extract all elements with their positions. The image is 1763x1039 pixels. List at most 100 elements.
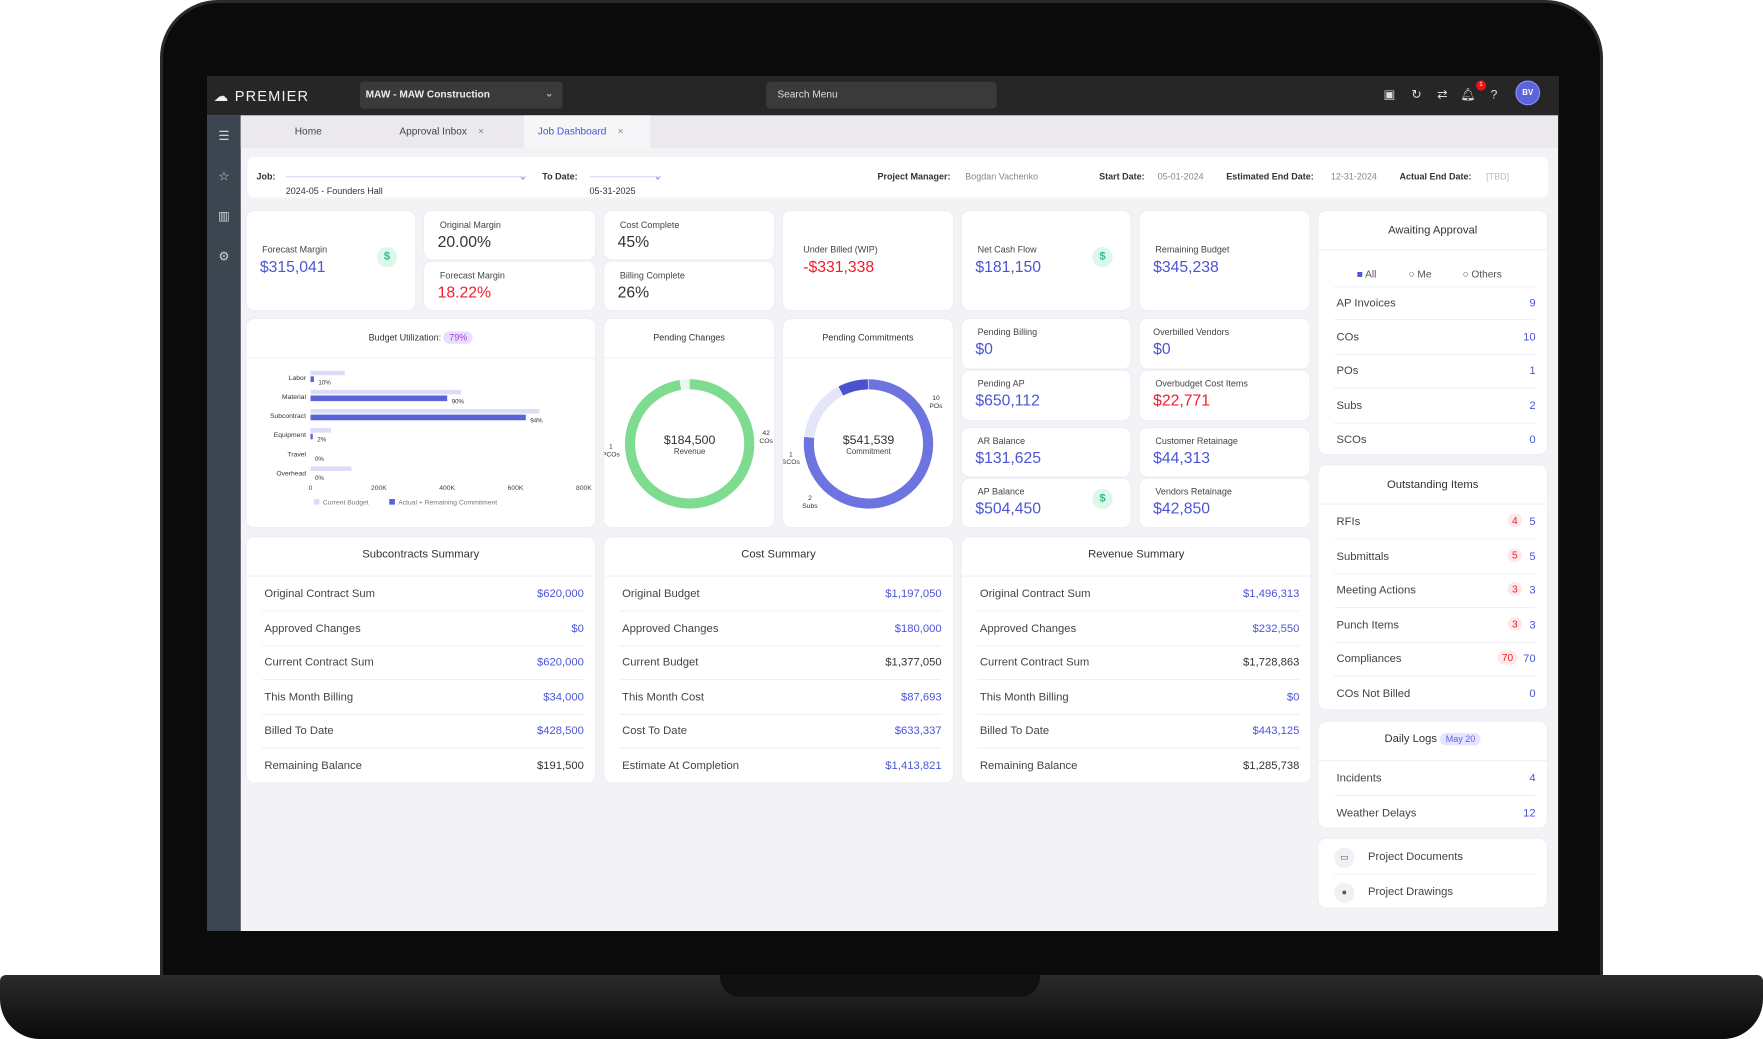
refresh-icon[interactable]: ↻ [1411, 88, 1422, 102]
avatar[interactable]: BV [1515, 80, 1541, 106]
radio-icon: ○ [1408, 268, 1418, 280]
job-select[interactable]: 2024-05 - Founders Hall ⌄ [285, 172, 527, 196]
tab-home[interactable]: Home [295, 115, 322, 148]
tab-label: Job Dashboard [537, 125, 607, 137]
outstanding-row[interactable]: RFIs 4 5 [1334, 506, 1536, 540]
bar-current-budget[interactable] [310, 389, 461, 395]
row-value[interactable]: $87,693 [900, 690, 942, 704]
revenue-summary-card: Revenue Summary Original Contract Sum $1,4… [960, 536, 1312, 784]
kpi-label: Cost Complete [619, 220, 680, 231]
data-label: 2% [317, 437, 326, 444]
slice-count: 1 [789, 451, 793, 458]
company-select[interactable]: MAW - MAW Construction ⌄ [360, 81, 563, 109]
radio-label: Me [1417, 268, 1432, 280]
summary-row: Original Budget $1,197,050 [619, 578, 942, 612]
bar-actual-commitment[interactable] [310, 376, 314, 382]
bell-icon[interactable]: 🔔︎ [1460, 88, 1476, 102]
row-label: Cost To Date [622, 725, 687, 738]
donut-slice[interactable] [803, 379, 934, 509]
bar-current-budget[interactable] [310, 370, 345, 376]
gear-icon[interactable]: ⚙ [218, 250, 230, 264]
radio-label: Others [1471, 268, 1502, 280]
daily-log-row[interactable]: Incidents 4 [1334, 762, 1536, 796]
chart-icon[interactable]: ▥ [218, 209, 230, 224]
billing-complete-card: Billing Complete 26% [603, 260, 776, 312]
row-label: Original Budget [622, 587, 700, 601]
outstanding-row[interactable]: Meeting Actions 3 3 [1334, 574, 1536, 609]
row-value[interactable]: $633,337 [894, 725, 942, 738]
tab-job-dashboard[interactable]: Job Dashboard × [524, 115, 651, 148]
kpi-label: Remaining Budget [1155, 244, 1230, 255]
donut-slice[interactable] [680, 379, 690, 390]
calendar-icon[interactable]: ▣ [1383, 88, 1396, 102]
to-date-picker[interactable]: 05-31-2025 ⌄ [589, 172, 662, 196]
divider [1318, 249, 1547, 251]
row-count: 4 [1529, 772, 1536, 785]
divider [246, 357, 596, 359]
bar-actual-commitment[interactable] [310, 395, 448, 402]
outstanding-row[interactable]: COs Not Billed 0 [1334, 677, 1536, 712]
radio-label: All [1365, 268, 1377, 280]
close-icon[interactable]: × [478, 125, 485, 137]
star-icon[interactable]: ☆ [218, 170, 230, 185]
row-label: Submittals [1336, 550, 1390, 563]
tab-approval-inbox[interactable]: Approval Inbox × [399, 115, 484, 148]
row-value[interactable]: $180,000 [894, 622, 942, 635]
bar-current-budget[interactable] [310, 409, 540, 414]
row-value[interactable]: $232,550 [1252, 622, 1300, 635]
kpi-label: Net Cash Flow [977, 244, 1037, 255]
bar-actual-commitment[interactable] [310, 414, 526, 421]
search-menu-input[interactable]: Search Menu [766, 81, 997, 109]
category-label: Overhead [276, 470, 306, 477]
donut-slice[interactable] [804, 386, 843, 438]
summary-title: Cost Summary [741, 548, 816, 561]
slice-label: POs [929, 403, 943, 410]
outstanding-row[interactable]: Compliances 70 70 [1334, 643, 1536, 677]
row-value[interactable]: $443,125 [1252, 725, 1300, 738]
row-label: Current Contract Sum [979, 656, 1090, 669]
summary-row: Current Budget $1,377,050 [619, 646, 942, 681]
row-value[interactable]: $0 [1286, 690, 1300, 704]
bar-actual-commitment[interactable] [310, 433, 313, 440]
donut-slice[interactable] [624, 379, 755, 509]
daily-log-row[interactable]: Weather Delays 12 [1334, 797, 1536, 831]
row-label: Current Budget [622, 656, 699, 669]
bar-current-budget[interactable] [310, 466, 352, 471]
row-value[interactable]: $620,000 [536, 656, 584, 669]
divider [1318, 503, 1547, 505]
row-value[interactable]: $34,000 [543, 690, 584, 704]
row-value[interactable]: $620,000 [536, 587, 584, 601]
row-value[interactable]: $0 [571, 622, 584, 635]
approval-row[interactable]: COs 10 [1334, 321, 1536, 355]
outstanding-row[interactable]: Submittals 5 5 [1334, 540, 1536, 574]
kpi-value: 20.00% [437, 232, 492, 251]
link-project-documents[interactable]: ▭ Project Documents [1334, 841, 1536, 875]
donut-slice[interactable] [838, 379, 869, 396]
outstanding-row[interactable]: Punch Items 3 3 [1334, 609, 1536, 643]
filter-radio-all[interactable]: ■ All [1357, 268, 1377, 279]
bar-current-budget[interactable] [310, 428, 332, 433]
row-value[interactable]: $1,413,821 [885, 759, 942, 772]
sync-icon[interactable]: ⇄ [1437, 88, 1448, 102]
kpi-value: 18.22% [437, 283, 492, 301]
link-project-drawings[interactable]: ● Project Drawings [1334, 875, 1535, 909]
row-label: COs [1336, 330, 1360, 344]
menu-icon[interactable]: ☰ [218, 130, 230, 144]
filter-radio-others[interactable]: ○ Others [1463, 268, 1502, 279]
pending-commitments-card: Pending Commitments 10 POs 2 Subs 1 SCOs $541,5… [781, 317, 954, 529]
row-value[interactable]: $1,496,313 [1243, 587, 1300, 601]
approval-row[interactable]: SCOs 0 [1334, 424, 1536, 458]
approval-row[interactable]: AP Invoices 9 [1334, 286, 1536, 321]
row-value[interactable]: $428,500 [536, 725, 584, 738]
kpi-value: -$331,338 [803, 257, 875, 276]
close-icon[interactable]: × [617, 125, 624, 137]
approval-row[interactable]: Subs 2 [1334, 389, 1536, 424]
job-label: Job: [256, 171, 276, 182]
overbudget-cost-items-card: Overbudget Cost Items $22,771 [1138, 369, 1311, 422]
approval-row[interactable]: POs 1 [1334, 355, 1536, 389]
row-value[interactable]: $1,197,050 [885, 587, 942, 601]
logo[interactable]: ☁ PREMIER [213, 87, 310, 105]
filter-radio-me[interactable]: ○ Me [1409, 268, 1432, 279]
help-icon[interactable]: ? [1490, 88, 1498, 102]
